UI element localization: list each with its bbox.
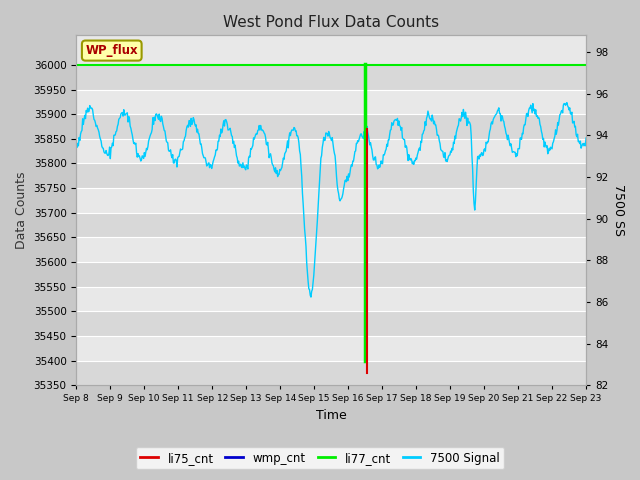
Bar: [76, 213, 586, 238]
Bar: [76, 164, 586, 188]
Bar: [76, 360, 586, 385]
Title: West Pond Flux Data Counts: West Pond Flux Data Counts: [223, 15, 439, 30]
Legend: li75_cnt, wmp_cnt, li77_cnt, 7500 Signal: li75_cnt, wmp_cnt, li77_cnt, 7500 Signal: [136, 447, 504, 469]
Bar: [76, 65, 586, 90]
Y-axis label: 7500 SS: 7500 SS: [612, 184, 625, 236]
Text: WP_flux: WP_flux: [86, 44, 138, 57]
Bar: [76, 312, 586, 336]
X-axis label: Time: Time: [316, 409, 346, 422]
Y-axis label: Data Counts: Data Counts: [15, 171, 28, 249]
Bar: [76, 114, 586, 139]
Bar: [76, 262, 586, 287]
